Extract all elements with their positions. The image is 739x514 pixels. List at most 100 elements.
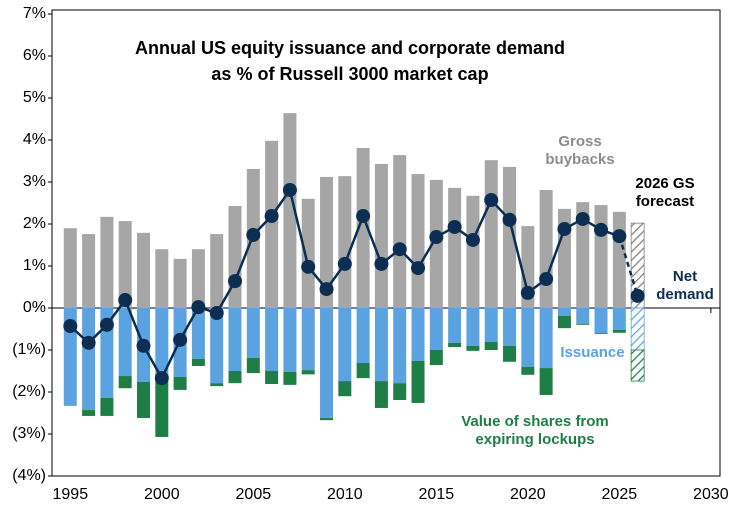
net-demand-point — [447, 219, 462, 234]
bar — [301, 370, 315, 375]
net-demand-label: Net demand — [656, 268, 714, 303]
net-demand-point — [502, 212, 517, 227]
bar — [539, 368, 553, 395]
bar — [155, 308, 169, 374]
bar — [466, 345, 480, 351]
bar — [411, 360, 425, 403]
bar — [320, 418, 334, 421]
bar — [557, 315, 571, 329]
bar — [576, 202, 590, 308]
bar — [374, 381, 388, 408]
net-demand-point — [63, 319, 78, 334]
net-demand-point — [429, 230, 444, 245]
bar — [374, 163, 388, 308]
bar — [265, 371, 279, 385]
x-tick-label: 1995 — [53, 486, 89, 503]
net-demand-point — [465, 232, 480, 247]
bar — [137, 232, 151, 308]
bar — [576, 308, 590, 324]
bar — [374, 308, 388, 382]
bar — [393, 155, 407, 308]
y-tick-label: (2%) — [12, 383, 46, 400]
bar — [521, 308, 535, 367]
y-tick-label: (3%) — [12, 425, 46, 442]
bar — [448, 308, 462, 343]
net-demand-point — [484, 193, 499, 208]
bar — [246, 357, 260, 374]
bar — [320, 176, 334, 308]
bar — [228, 371, 242, 384]
net-demand-point — [520, 285, 535, 300]
net-demand-point — [191, 300, 206, 315]
bar — [356, 363, 370, 379]
bar — [63, 308, 77, 406]
title-line: as % of Russell 3000 market cap — [211, 64, 489, 84]
chart-title: Annual US equity issuance and corporate … — [60, 35, 640, 87]
net-demand-point — [539, 272, 554, 287]
net-demand-point — [136, 338, 151, 353]
net-demand-point — [173, 332, 188, 347]
lockups-label: Value of shares from expiring lockups — [461, 413, 609, 448]
net-demand-point — [118, 293, 133, 308]
bar — [210, 234, 224, 308]
bar — [301, 198, 315, 308]
bar — [539, 308, 553, 369]
buybacks-label: Gross buybacks — [545, 133, 615, 168]
x-tick-label: 2010 — [327, 486, 363, 503]
bar — [82, 410, 96, 416]
net-demand-point — [209, 306, 224, 321]
bar — [173, 258, 187, 308]
net-demand-point — [264, 209, 279, 224]
issuance-label: Issuance — [560, 344, 625, 361]
x-tick-label: 2000 — [144, 486, 180, 503]
y-tick-label: 0% — [23, 299, 46, 316]
bar — [503, 345, 517, 362]
bar — [429, 308, 443, 350]
bar — [429, 350, 443, 366]
bar — [100, 397, 114, 416]
net-demand-forecast-line — [618, 235, 639, 297]
x-tick-label: 2015 — [419, 486, 455, 503]
y-tick-label: 3% — [23, 173, 46, 190]
bar — [539, 189, 553, 308]
bar — [118, 376, 132, 389]
bar — [557, 308, 571, 316]
bar — [484, 342, 498, 350]
y-tick-label: (1%) — [12, 341, 46, 358]
bar — [338, 176, 352, 308]
bar — [338, 381, 352, 397]
bar — [191, 249, 205, 308]
net-demand-point — [411, 261, 426, 276]
bar — [612, 211, 626, 308]
bar — [228, 308, 242, 371]
bar — [576, 323, 590, 325]
y-tick-label: 7% — [23, 5, 46, 22]
bar — [155, 373, 169, 437]
bar — [466, 195, 480, 308]
bar — [448, 342, 462, 348]
net-demand-point — [319, 282, 334, 297]
y-tick-label: 2% — [23, 215, 46, 232]
bar — [100, 216, 114, 308]
bar — [393, 308, 407, 384]
bar — [594, 205, 608, 308]
bar — [521, 366, 535, 375]
bar — [283, 308, 297, 372]
net-demand-point — [246, 227, 261, 242]
y-tick-label: (4%) — [12, 467, 46, 484]
bar — [210, 383, 224, 387]
bar — [191, 358, 205, 366]
bar — [356, 147, 370, 308]
bar — [503, 308, 517, 346]
bar — [283, 113, 297, 309]
bar — [411, 174, 425, 308]
net-demand-point — [374, 256, 389, 271]
plot-frame — [51, 9, 721, 477]
bar — [594, 308, 608, 334]
bar — [320, 308, 334, 419]
y-tick-label: 6% — [23, 47, 46, 64]
bar — [484, 308, 498, 343]
bar — [338, 308, 352, 382]
